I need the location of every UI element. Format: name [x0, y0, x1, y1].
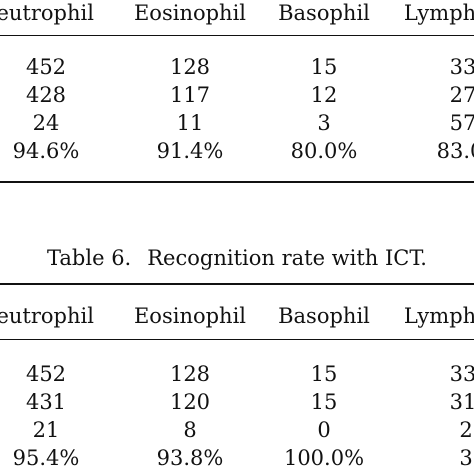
- table-cell: 428: [25, 83, 67, 107]
- table-cell: 33: [449, 362, 474, 386]
- table-cell: 27: [449, 83, 474, 107]
- table-cell: 12: [310, 83, 338, 107]
- table-cell: 117: [169, 83, 211, 107]
- table-cell: 94.6%: [12, 139, 80, 163]
- table-cell: 11: [176, 111, 204, 135]
- column-header-basophil: Basophil: [278, 1, 370, 25]
- table-cell: 31: [449, 390, 474, 414]
- column-header-neutrophil: Neutrophil: [0, 304, 94, 328]
- column-header-eosinophil: Eosinophil: [133, 304, 247, 328]
- table-cell: 83.0: [436, 139, 474, 163]
- table-cell: 100.0%: [283, 446, 365, 470]
- column-header-eosinophil: Eosinophil: [133, 1, 247, 25]
- caption-label: Table 6.: [47, 246, 132, 270]
- column-header-basophil: Basophil: [278, 304, 370, 328]
- table-cell: 15: [310, 362, 338, 386]
- caption-text: Recognition rate with ICT.: [147, 246, 427, 270]
- table-cell: 15: [310, 55, 338, 79]
- table-cell: 15: [310, 390, 338, 414]
- table-6-caption: Table 6. Recognition rate with ICT.: [47, 248, 427, 269]
- column-header-neutrophil: Neutrophil: [0, 1, 94, 25]
- header-rule: [0, 339, 474, 340]
- table-cell: 24: [32, 111, 60, 135]
- column-header-lymph: Lymph: [403, 304, 474, 328]
- table-cell: 93.8%: [156, 446, 224, 470]
- table-cell: 452: [25, 55, 67, 79]
- table-cell: 33: [449, 55, 474, 79]
- table-cell: 2: [459, 418, 473, 442]
- table-cell: 8: [183, 418, 197, 442]
- table-cell: 91.4%: [156, 139, 224, 163]
- table-cell: 128: [169, 362, 211, 386]
- header-rule: [0, 35, 474, 36]
- table-cell: 21: [32, 418, 60, 442]
- table-cell: 57: [449, 111, 474, 135]
- table-cell: 120: [169, 390, 211, 414]
- table-cell: 3: [459, 446, 473, 470]
- top-rule: [0, 283, 474, 285]
- table-cell: 80.0%: [290, 139, 358, 163]
- table-cell: 95.4%: [12, 446, 80, 470]
- table-cell: 0: [317, 418, 331, 442]
- bottom-rule: [0, 181, 474, 183]
- table-cell: 431: [25, 390, 67, 414]
- column-header-lymph: Lymph: [403, 1, 474, 25]
- table-cell: 128: [169, 55, 211, 79]
- table-cell: 452: [25, 362, 67, 386]
- table-cell: 3: [317, 111, 331, 135]
